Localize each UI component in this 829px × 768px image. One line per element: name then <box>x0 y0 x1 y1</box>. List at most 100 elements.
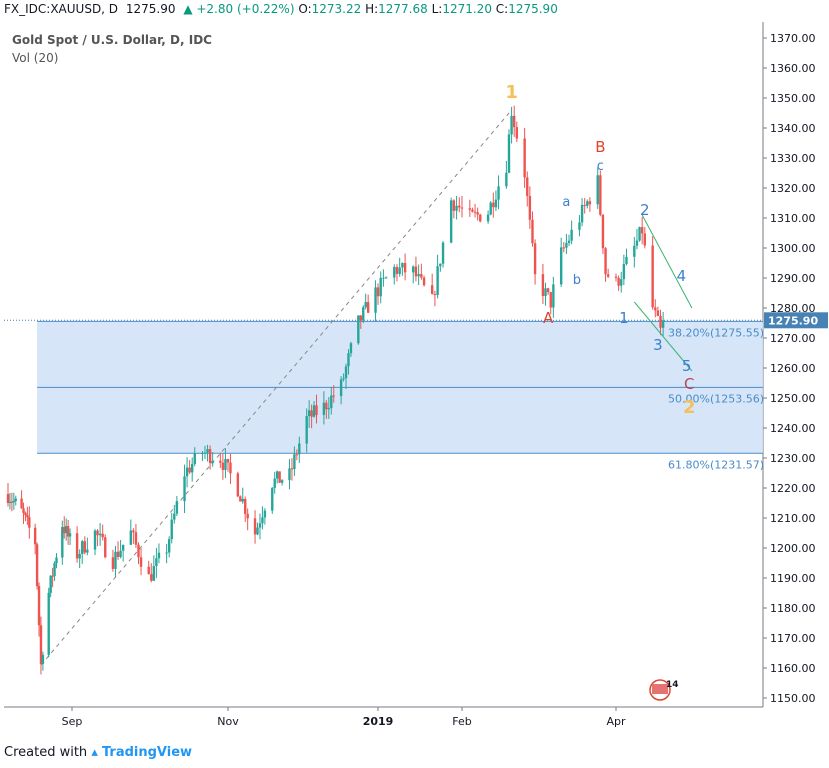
candle-body <box>433 293 437 296</box>
candle-body <box>53 563 56 577</box>
candle-body <box>661 320 665 328</box>
price-chart[interactable]: 1150.00 1160.00 1170.00 1180.00 1190.00 1200.… <box>0 0 829 745</box>
candle-body <box>96 530 99 536</box>
candle-body <box>64 526 68 534</box>
tradingview-logo-icon[interactable]: ▴ <box>91 745 98 760</box>
candle-body <box>170 519 173 540</box>
candle-body <box>75 533 79 559</box>
candle-body <box>441 242 445 264</box>
candle-body <box>183 476 186 502</box>
high-value: 1277.68 <box>378 2 428 16</box>
candle-body <box>507 134 511 173</box>
candle-body <box>622 264 626 280</box>
high-label: H: <box>365 2 379 16</box>
candle-body <box>344 366 348 379</box>
candle-body <box>620 279 623 286</box>
candle-body <box>546 288 550 293</box>
candle-body <box>280 480 284 483</box>
close-value: 1275.90 <box>508 2 558 16</box>
candle-body <box>505 172 508 187</box>
y-tick-label: 1210.00 <box>770 512 816 525</box>
y-tick-label: 1170.00 <box>770 632 816 645</box>
candle-body <box>116 551 120 558</box>
candle-body <box>625 256 628 265</box>
candle-body <box>452 200 456 211</box>
candle-body <box>552 284 555 308</box>
candle-body <box>412 266 415 273</box>
candle-body <box>101 533 104 538</box>
candle-body <box>364 302 367 308</box>
candle-body <box>139 557 143 567</box>
candle-body <box>93 530 97 550</box>
candles <box>6 105 665 675</box>
candle-body <box>152 566 156 581</box>
candle-body <box>362 307 365 321</box>
candle-body <box>422 277 426 286</box>
candle-body <box>559 247 563 285</box>
candle-body <box>614 276 618 278</box>
y-tick-label: 1160.00 <box>770 662 816 675</box>
price-change: ▲ +2.80 (+0.22%) <box>183 2 295 16</box>
y-tick-label: 1290.00 <box>770 272 816 285</box>
candle-body <box>165 552 168 554</box>
candle-body <box>510 115 513 135</box>
candle-body <box>185 467 189 477</box>
candle-body <box>241 498 244 502</box>
candle-body <box>278 471 281 483</box>
candle-body <box>476 212 479 215</box>
wave-label: C <box>684 375 694 393</box>
candle-body <box>157 552 161 559</box>
candle-body <box>119 550 122 558</box>
candle-body <box>528 196 532 220</box>
candle-body <box>224 459 227 470</box>
candle-body <box>63 527 66 534</box>
candle-body <box>175 501 179 514</box>
last-price-tag <box>764 312 828 329</box>
candle-body <box>430 285 434 294</box>
volume-indicator: Vol (20) <box>12 51 58 65</box>
candle-body <box>656 310 660 316</box>
tradingview-brand[interactable]: TradingView <box>101 745 193 760</box>
x-tick-label: Sep <box>62 715 83 728</box>
y-tick-label: 1350.00 <box>770 92 816 105</box>
event-badge <box>649 679 671 701</box>
wave-label: B <box>595 138 605 156</box>
candle-body <box>606 274 610 277</box>
y-tick-label: 1240.00 <box>770 422 816 435</box>
candle-body <box>253 518 257 535</box>
candle-body <box>523 138 526 178</box>
candle-body <box>401 262 404 268</box>
wave-label: 2 <box>683 397 696 418</box>
candle-body <box>384 277 388 279</box>
candle-body <box>293 454 296 469</box>
candle-body <box>41 654 45 664</box>
candle-body <box>604 248 607 275</box>
fib-label: 38.20%(1275.55) <box>668 326 764 339</box>
candle-body <box>275 471 279 479</box>
candle-body <box>150 574 153 581</box>
y-tick-label: 1360.00 <box>770 62 816 75</box>
candle-body <box>578 222 581 230</box>
candle-body <box>137 544 140 558</box>
candle-body <box>531 219 534 244</box>
candle-body <box>549 292 552 308</box>
candle-body <box>640 227 644 234</box>
candle-body <box>295 454 299 456</box>
candle-body <box>10 501 14 503</box>
candle-body <box>288 468 291 481</box>
candle-body <box>208 449 212 464</box>
candle-body <box>588 201 592 205</box>
candle-body <box>129 530 133 545</box>
candle-body <box>66 526 70 537</box>
y-tick-label: 1370.00 <box>770 32 816 45</box>
wave-label: 5 <box>682 357 692 375</box>
last-price-tag-label: 1275.90 <box>768 314 818 327</box>
wave-label: 1 <box>505 82 518 103</box>
candle-body <box>513 115 516 128</box>
chart-title: Gold Spot / U.S. Dollar, D, IDC <box>12 33 212 47</box>
candle-body <box>436 266 439 296</box>
candle-body <box>132 530 135 533</box>
candle-body <box>659 315 662 328</box>
candle-body <box>580 204 584 223</box>
candle-body <box>83 541 86 553</box>
